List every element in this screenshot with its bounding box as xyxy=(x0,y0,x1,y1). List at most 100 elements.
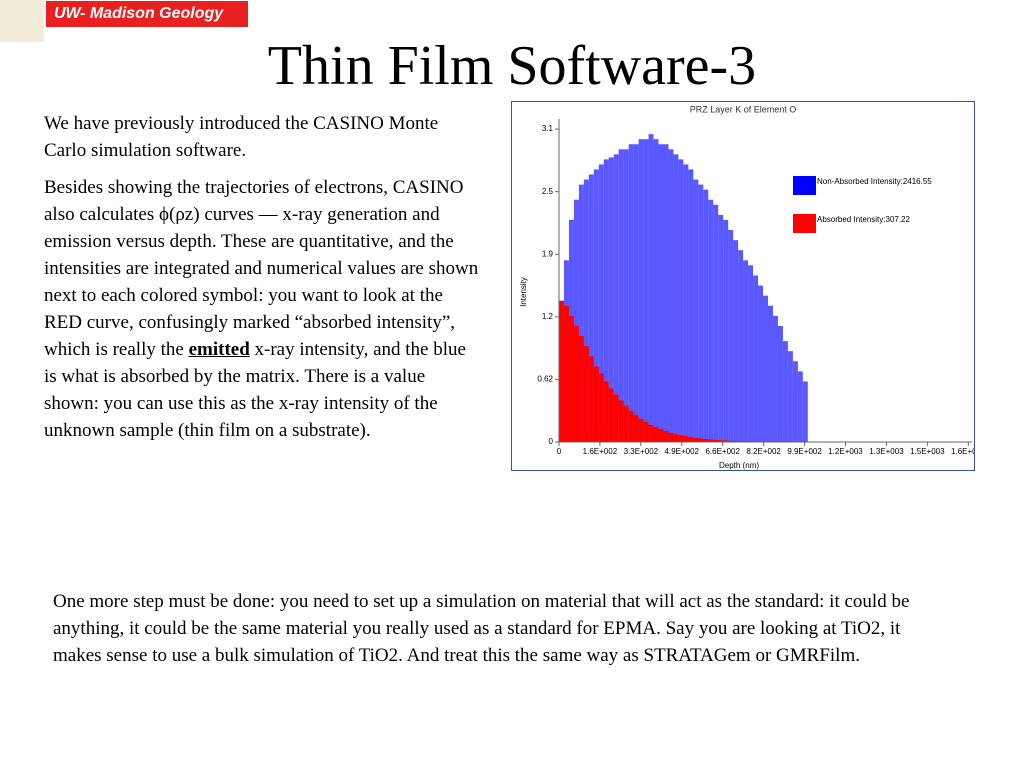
text: x-ray intensity, and the blue is what is… xyxy=(44,339,466,441)
bar xyxy=(623,405,629,442)
bar xyxy=(802,381,808,442)
bar xyxy=(753,275,759,442)
bar xyxy=(608,388,614,442)
bar xyxy=(693,179,699,442)
legend-label: Absorbed Intensity:307.22 xyxy=(817,215,911,224)
y-axis-label: Intensity xyxy=(519,277,528,307)
bar xyxy=(797,371,803,442)
bar xyxy=(608,157,614,442)
bar xyxy=(598,164,604,442)
y-tick-label: 1.2 xyxy=(542,312,554,321)
bar xyxy=(743,260,749,442)
bar xyxy=(583,179,589,442)
bar xyxy=(588,356,594,442)
bar xyxy=(628,144,634,442)
bar xyxy=(613,154,619,442)
x-tick-label: 1.2E+003 xyxy=(828,447,863,456)
bar xyxy=(663,144,669,442)
bar xyxy=(658,428,664,442)
bar xyxy=(623,149,629,442)
bar xyxy=(767,305,773,442)
bar xyxy=(583,346,589,442)
bar xyxy=(559,300,564,442)
text: Besides showing the trajectories of elec… xyxy=(44,177,479,360)
bar xyxy=(618,149,624,442)
bar xyxy=(683,435,689,442)
bar xyxy=(723,440,729,442)
chart-title: PRZ Layer K of Element O xyxy=(690,104,797,114)
x-tick-label: 1.3E+003 xyxy=(869,447,904,456)
bar xyxy=(633,144,639,442)
bar xyxy=(578,184,584,442)
bar xyxy=(593,169,599,442)
bar xyxy=(688,436,694,442)
bar xyxy=(782,341,788,442)
bar xyxy=(573,325,579,442)
bar xyxy=(787,351,793,442)
x-tick-label: 6.6E+002 xyxy=(705,447,740,456)
logo: UW- Madison Geology 777 xyxy=(46,1,248,48)
bar xyxy=(792,361,798,442)
bar xyxy=(658,144,664,442)
bar xyxy=(628,410,634,442)
bar xyxy=(638,418,644,442)
bar xyxy=(703,438,709,442)
x-tick-label: 3.3E+002 xyxy=(624,447,659,456)
bar xyxy=(653,426,659,442)
paragraph: Besides showing the trajectories of elec… xyxy=(44,174,479,444)
x-tick-label: 1.6E+002 xyxy=(583,447,618,456)
bar xyxy=(678,159,684,442)
bar xyxy=(733,440,739,442)
bar xyxy=(633,414,639,442)
bar xyxy=(698,184,704,442)
x-tick-label: 8.2E+002 xyxy=(746,447,781,456)
bar xyxy=(563,305,569,442)
bar xyxy=(653,139,659,442)
bar xyxy=(758,285,764,442)
bar xyxy=(713,204,719,442)
y-tick-label: 2.5 xyxy=(542,187,554,196)
bar xyxy=(728,440,734,442)
bar xyxy=(598,373,604,442)
x-tick-label: 1.6E+003 xyxy=(951,447,975,456)
paragraph: One more step must be done: you need to … xyxy=(53,591,910,666)
bar xyxy=(723,219,729,442)
bar xyxy=(668,149,674,442)
bar xyxy=(618,400,624,442)
title: Thin Film Software-3 xyxy=(267,35,757,97)
bar xyxy=(688,169,694,442)
bar xyxy=(698,438,704,442)
x-axis-label: Depth (nm) xyxy=(719,461,759,470)
bar xyxy=(738,250,744,442)
bar xyxy=(638,139,644,442)
bar xyxy=(718,214,724,442)
bar xyxy=(668,432,674,442)
bar xyxy=(648,424,654,442)
bar xyxy=(578,336,584,442)
bar xyxy=(648,134,654,442)
legend-label: Non-Absorbed Intensity:2416.55 xyxy=(817,177,932,186)
bar xyxy=(777,325,783,442)
bar xyxy=(588,174,594,442)
bar xyxy=(772,315,778,442)
y-tick-label: 0.62 xyxy=(537,375,553,384)
bar xyxy=(603,159,609,442)
bar xyxy=(678,434,684,442)
bar xyxy=(673,433,679,442)
bar xyxy=(703,189,709,442)
bar xyxy=(733,240,739,442)
bar xyxy=(683,164,689,442)
bar xyxy=(573,199,579,442)
bar xyxy=(708,199,714,442)
y-tick-label: 0 xyxy=(549,437,554,446)
bar xyxy=(603,381,609,442)
x-tick-label: 4.9E+002 xyxy=(665,447,700,456)
bar xyxy=(728,230,734,442)
bar xyxy=(763,295,768,442)
logo-icon xyxy=(0,0,44,42)
text-column: We have previously introduced the CASINO… xyxy=(44,110,479,444)
bar xyxy=(663,430,669,442)
legend-swatch xyxy=(793,176,816,195)
y-tick-label: 1.9 xyxy=(542,249,554,258)
